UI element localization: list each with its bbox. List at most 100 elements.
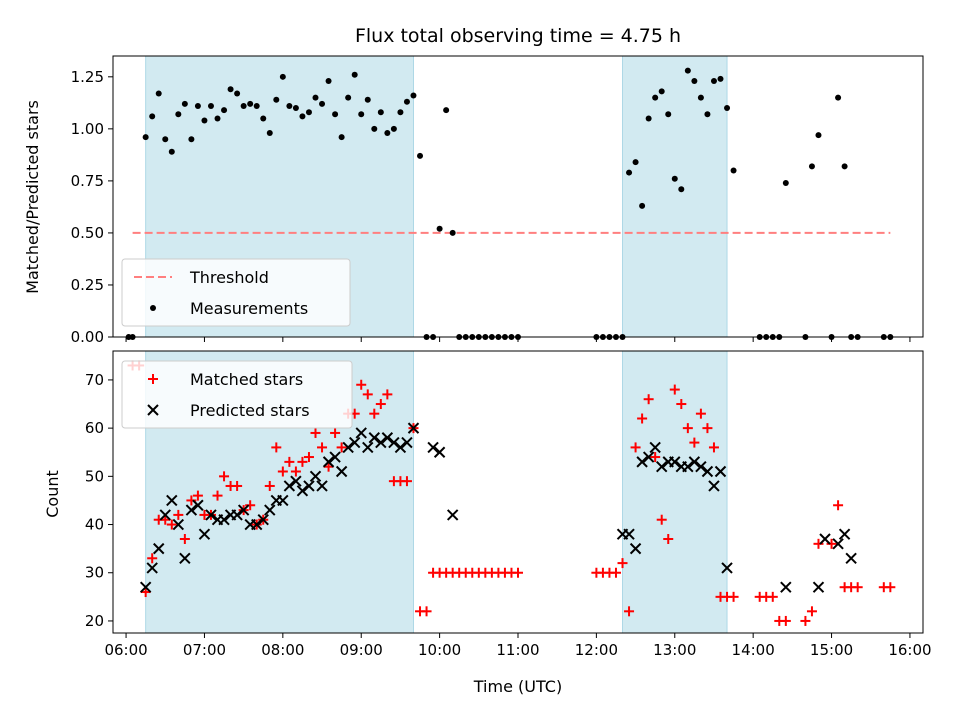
matched-point bbox=[290, 466, 301, 477]
predicted-point-b bbox=[166, 494, 178, 507]
measurement-point bbox=[168, 148, 175, 155]
predicted-point-b bbox=[192, 499, 204, 511]
measurement-point bbox=[782, 179, 789, 186]
bottom-y-axis-label: Count bbox=[43, 470, 62, 518]
legend-box bbox=[121, 360, 353, 429]
measurement-point bbox=[286, 102, 293, 109]
measurement-point bbox=[305, 109, 312, 116]
predicted-point bbox=[146, 562, 158, 574]
predicted-point-b bbox=[701, 465, 714, 478]
predicted-point bbox=[159, 509, 171, 521]
measurement-point bbox=[436, 225, 443, 232]
measurement-point bbox=[201, 117, 208, 124]
measurement-point bbox=[704, 111, 711, 118]
matched-point bbox=[362, 389, 373, 400]
predicted-point-b bbox=[669, 456, 681, 468]
measurement-point bbox=[319, 100, 326, 107]
legend-predicted-swatch bbox=[147, 404, 159, 416]
measurement-point bbox=[214, 115, 221, 122]
predicted-point bbox=[335, 465, 348, 478]
measurement-point bbox=[351, 71, 358, 78]
matched-point bbox=[310, 427, 321, 438]
predicted-point bbox=[375, 436, 387, 449]
predicted-point bbox=[309, 470, 322, 483]
predicted-point bbox=[231, 509, 243, 521]
measurement-point bbox=[710, 77, 717, 84]
predicted-point bbox=[192, 499, 204, 511]
matched-point bbox=[695, 408, 706, 419]
legend-label: Predicted stars bbox=[190, 401, 310, 420]
measurement-point bbox=[808, 163, 815, 170]
measurement-point bbox=[671, 175, 678, 182]
predicted-point bbox=[277, 494, 289, 507]
predicted-point bbox=[623, 528, 635, 540]
matched-point bbox=[336, 442, 347, 453]
matched-point bbox=[708, 442, 719, 453]
legend-entry: Measurements bbox=[150, 299, 308, 318]
matched-point bbox=[323, 461, 334, 472]
predicted-point-b bbox=[322, 456, 335, 468]
matched-point bbox=[401, 476, 412, 487]
measurement-point bbox=[358, 111, 365, 118]
predicted-point-b bbox=[636, 456, 648, 468]
legend-label: Measurements bbox=[190, 299, 308, 318]
predicted-point bbox=[388, 436, 400, 449]
predicted-point bbox=[656, 460, 668, 473]
predicted-point-b bbox=[355, 427, 367, 439]
predicted-point bbox=[153, 542, 165, 555]
predicted-point-b bbox=[342, 441, 354, 454]
bottom-shaded-interval-1 bbox=[622, 350, 728, 634]
chart-title: Flux total observing time = 4.75 h bbox=[355, 25, 681, 47]
bottom-series-matched-stars bbox=[127, 360, 896, 626]
measurement-point bbox=[730, 167, 737, 174]
predicted-point bbox=[819, 533, 831, 545]
x-tick-label: 08:00 bbox=[261, 641, 304, 659]
predicted-point-b bbox=[388, 436, 400, 449]
y-tick-label: 20 bbox=[85, 612, 104, 630]
matched-point bbox=[166, 519, 177, 530]
y-tick-label: 60 bbox=[85, 419, 104, 437]
measurement-point bbox=[253, 102, 260, 109]
matched-point bbox=[656, 514, 667, 525]
predicted-point-b bbox=[642, 451, 655, 463]
predicted-point-b bbox=[290, 475, 302, 487]
predicted-point bbox=[714, 465, 727, 478]
predicted-point-b bbox=[205, 509, 217, 521]
legend-entry: Matched stars bbox=[148, 370, 303, 389]
predicted-point-b bbox=[251, 518, 263, 531]
measurement-point bbox=[684, 67, 691, 74]
matched-point bbox=[650, 452, 661, 463]
matched-point bbox=[800, 615, 811, 626]
predicted-point-b bbox=[316, 480, 328, 492]
legend-entry: Predicted stars bbox=[147, 401, 310, 420]
predicted-point bbox=[185, 504, 198, 516]
measurement-point bbox=[338, 134, 345, 141]
predicted-point-b bbox=[257, 514, 269, 526]
predicted-point bbox=[401, 436, 413, 449]
measurement-point bbox=[247, 100, 254, 107]
measurement-point bbox=[815, 132, 822, 139]
predicted-point bbox=[264, 504, 276, 516]
predicted-point-b bbox=[721, 562, 733, 574]
predicted-point bbox=[381, 432, 394, 444]
predicted-point-b bbox=[159, 509, 171, 521]
measurement-point bbox=[652, 94, 659, 101]
predicted-point-b bbox=[845, 552, 857, 564]
predicted-point-b bbox=[695, 460, 707, 473]
predicted-point-b bbox=[185, 504, 198, 516]
measurement-point bbox=[377, 109, 384, 116]
predicted-point bbox=[708, 480, 720, 492]
predicted-point bbox=[329, 451, 341, 463]
matched-point bbox=[173, 509, 184, 520]
measurement-point bbox=[279, 73, 286, 80]
matched-point bbox=[669, 384, 680, 395]
matched-point bbox=[277, 466, 288, 477]
predicted-point bbox=[812, 581, 825, 593]
predicted-point-b bbox=[812, 581, 825, 593]
matched-point bbox=[624, 606, 635, 617]
matched-point bbox=[806, 606, 817, 617]
predicted-point bbox=[198, 528, 211, 540]
matched-point bbox=[330, 427, 341, 438]
measurement-point bbox=[417, 152, 424, 159]
matched-point bbox=[317, 442, 328, 453]
